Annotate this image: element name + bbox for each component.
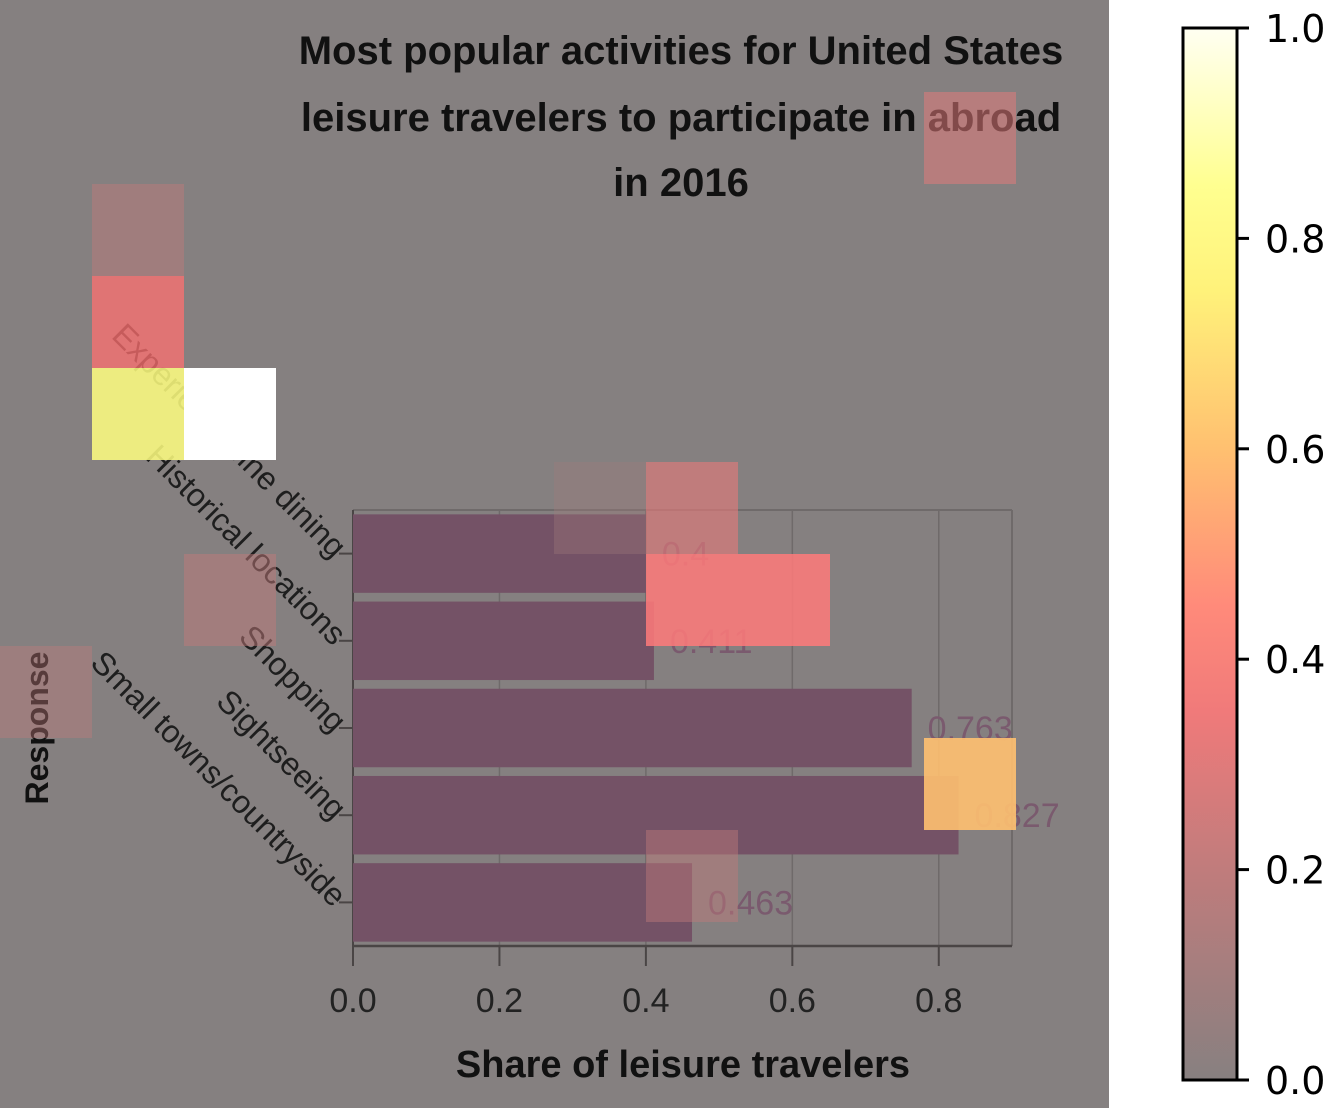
colorbar: 0.0 0.2 0.4 0.6 0.8 1.0 bbox=[1181, 7, 1325, 1103]
heatmap-cell bbox=[92, 276, 184, 368]
bar-value-label: 0.463 bbox=[708, 884, 793, 922]
x-tick-label: 0.2 bbox=[476, 982, 523, 1020]
heatmap-cell bbox=[92, 184, 184, 276]
colorbar-tick-label: 1.0 bbox=[1265, 7, 1325, 51]
colorbar-tick-label: 0.6 bbox=[1265, 428, 1325, 472]
colorbar-tick-label: 0.0 bbox=[1265, 1059, 1325, 1103]
colorbar-ticks: 0.0 0.2 0.4 0.6 0.8 1.0 bbox=[1237, 7, 1325, 1103]
colorbar-tick-label: 0.2 bbox=[1265, 849, 1325, 893]
y-axis-label: Response bbox=[19, 652, 55, 805]
heatmap-cell bbox=[924, 92, 1016, 184]
heatmap-cell bbox=[554, 462, 646, 554]
bar bbox=[353, 863, 693, 942]
title-line-1: Most popular activities for United State… bbox=[299, 29, 1064, 73]
colorbar-tick-label: 0.4 bbox=[1265, 638, 1325, 682]
bar bbox=[353, 775, 959, 855]
heatmap-cell bbox=[184, 554, 276, 646]
bar bbox=[353, 688, 912, 768]
heatmap-overlay bbox=[0, 92, 1016, 922]
heatmap-cell bbox=[924, 738, 1016, 830]
title-line-3: in 2016 bbox=[613, 161, 749, 205]
x-tick-label: 0.0 bbox=[329, 982, 376, 1020]
bar bbox=[353, 601, 654, 681]
x-axis-label: Share of leisure travelers bbox=[456, 1044, 910, 1086]
heatmap-cell bbox=[646, 554, 830, 646]
heatmap-cell bbox=[646, 830, 738, 922]
heatmap-cell bbox=[92, 368, 184, 460]
heatmap-cell bbox=[646, 462, 738, 554]
x-tick-label: 0.6 bbox=[769, 982, 816, 1020]
colorbar-gradient bbox=[1181, 26, 1239, 1082]
bar bbox=[353, 514, 646, 593]
heatmap-cell bbox=[184, 368, 276, 460]
x-tick-label: 0.8 bbox=[915, 982, 962, 1020]
heatmap-cell bbox=[0, 646, 92, 738]
x-tick-label: 0.4 bbox=[622, 982, 669, 1020]
colorbar-tick-label: 0.8 bbox=[1265, 217, 1325, 261]
